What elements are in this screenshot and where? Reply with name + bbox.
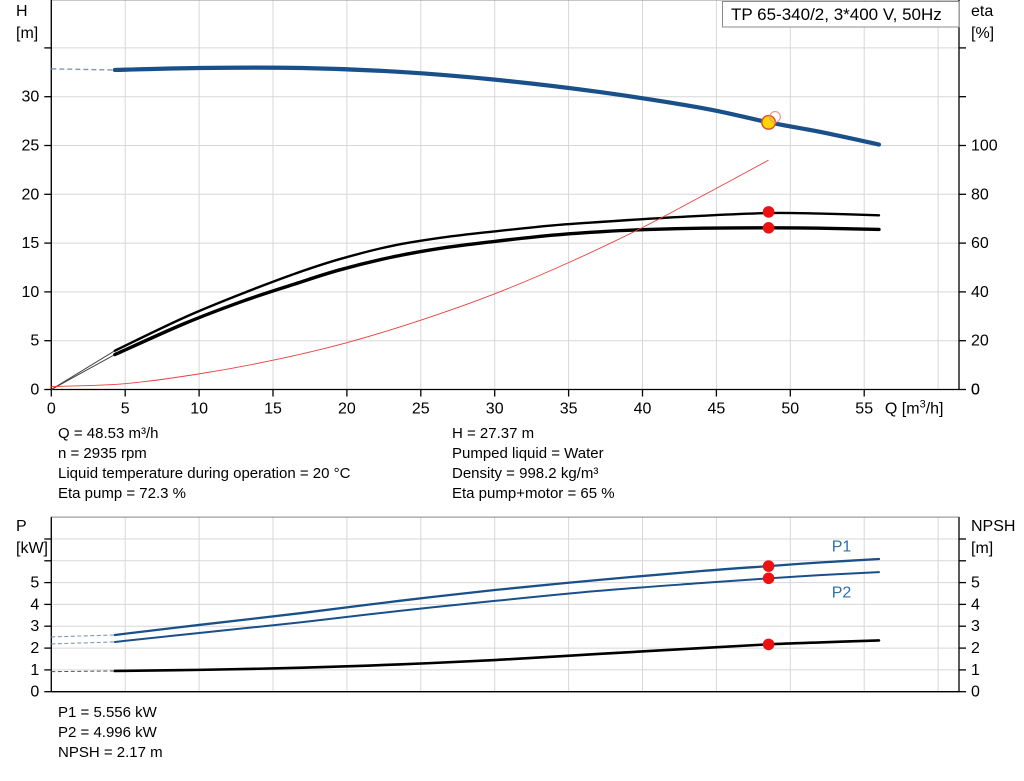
svg-text:4: 4: [971, 596, 980, 613]
svg-text:0: 0: [971, 382, 980, 399]
svg-text:1: 1: [971, 662, 980, 679]
svg-text:80: 80: [971, 186, 989, 203]
svg-text:20: 20: [338, 401, 356, 418]
svg-text:5: 5: [30, 575, 39, 592]
svg-text:1: 1: [30, 662, 39, 679]
svg-text:P: P: [16, 518, 27, 535]
svg-text:10: 10: [22, 284, 40, 301]
svg-text:P1: P1: [832, 539, 852, 556]
svg-text:eta: eta: [971, 3, 993, 20]
svg-text:3: 3: [971, 618, 980, 635]
svg-text:20: 20: [971, 333, 989, 350]
svg-text:30: 30: [486, 401, 504, 418]
svg-text:Q [m3/h]: Q [m3/h]: [885, 399, 944, 418]
svg-text:10: 10: [190, 401, 208, 418]
svg-text:100: 100: [971, 138, 998, 155]
svg-text:15: 15: [22, 235, 40, 252]
svg-text:4: 4: [30, 596, 39, 613]
svg-text:[%]: [%]: [971, 25, 994, 42]
svg-text:35: 35: [560, 401, 578, 418]
svg-text:P2: P2: [832, 584, 852, 601]
svg-text:5: 5: [971, 575, 980, 592]
svg-text:25: 25: [412, 401, 430, 418]
svg-text:0: 0: [30, 684, 39, 701]
svg-text:60: 60: [971, 235, 989, 252]
svg-text:25: 25: [22, 138, 40, 155]
svg-text:40: 40: [634, 401, 652, 418]
svg-text:TP 65-340/2, 3*400 V, 50Hz: TP 65-340/2, 3*400 V, 50Hz: [731, 5, 942, 24]
svg-text:45: 45: [708, 401, 726, 418]
svg-text:20: 20: [22, 186, 40, 203]
svg-text:0: 0: [47, 401, 56, 418]
svg-text:2: 2: [30, 640, 39, 657]
svg-text:2: 2: [971, 640, 980, 657]
svg-text:15: 15: [264, 401, 282, 418]
svg-text:H: H: [16, 3, 28, 20]
svg-text:40: 40: [971, 284, 989, 301]
svg-text:[m]: [m]: [971, 540, 993, 557]
svg-text:5: 5: [30, 333, 39, 350]
svg-text:55: 55: [855, 401, 873, 418]
svg-text:5: 5: [121, 401, 130, 418]
svg-text:50: 50: [781, 401, 799, 418]
svg-text:[m]: [m]: [16, 25, 38, 42]
svg-text:0: 0: [30, 382, 39, 399]
svg-text:3: 3: [30, 618, 39, 635]
svg-text:0: 0: [971, 684, 980, 701]
svg-text:30: 30: [22, 89, 40, 106]
svg-text:NPSH: NPSH: [971, 518, 1015, 535]
svg-text:[kW]: [kW]: [16, 540, 48, 557]
